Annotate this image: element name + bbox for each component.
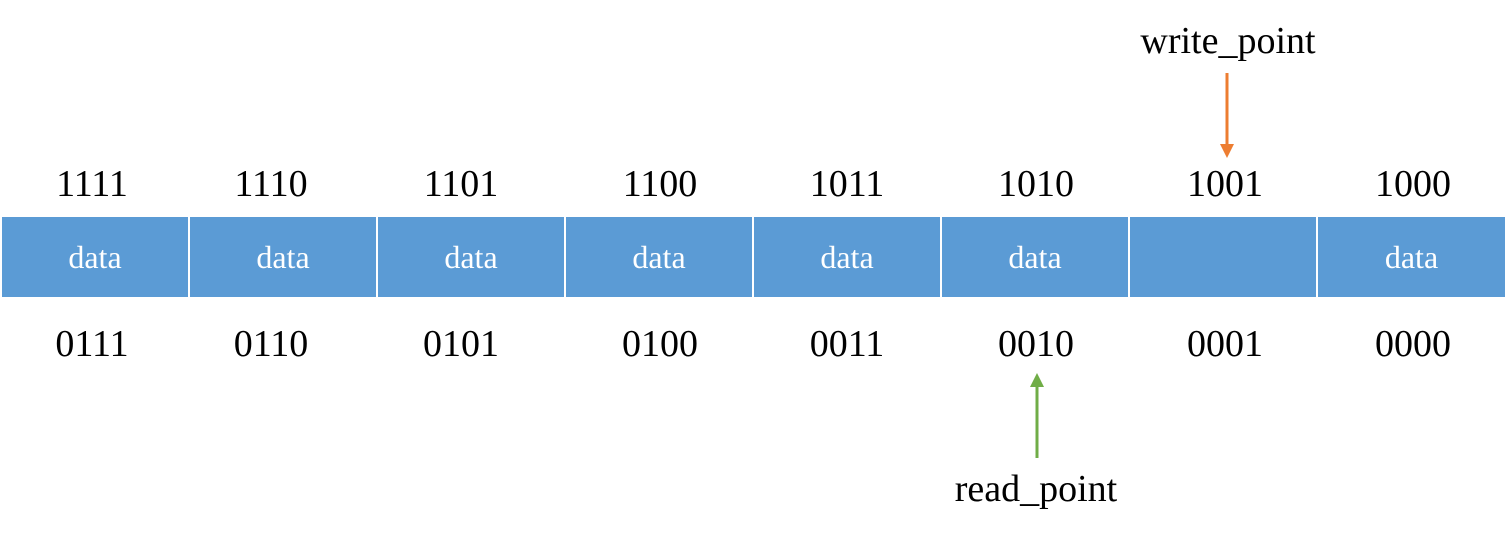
lower-address-4: 0011 (809, 323, 885, 365)
upper-address-row: 1111 1110 1101 1100 1011 1010 1001 1000 (0, 162, 1509, 206)
buffer-cell-0: data (2, 217, 188, 297)
lower-address-5: 0010 (998, 323, 1074, 365)
upper-address-1: 1110 (234, 163, 308, 205)
buffer-cell-7: data (1318, 217, 1505, 297)
upper-address-7: 1000 (1375, 163, 1451, 205)
upper-address-2: 1101 (423, 163, 499, 205)
lower-address-1: 0110 (233, 323, 309, 365)
upper-address-6: 1001 (1187, 163, 1263, 205)
lower-address-2: 0101 (423, 323, 499, 365)
lower-address-row: 0111 0110 0101 0100 0011 0010 0001 0000 (0, 322, 1509, 366)
buffer-strip: data data data data data data data (2, 217, 1507, 297)
buffer-cell-1: data (190, 217, 376, 297)
upper-address-5: 1010 (998, 163, 1074, 205)
buffer-cell-4: data (754, 217, 940, 297)
read-point-arrow (1030, 373, 1044, 458)
lower-address-6: 0001 (1187, 323, 1263, 365)
lower-address-3: 0100 (622, 323, 698, 365)
upper-address-3: 1100 (622, 163, 698, 205)
buffer-cell-5: data (942, 217, 1128, 297)
buffer-cell-3: data (566, 217, 752, 297)
read-point-label: read_point (954, 468, 1118, 510)
write-point-label: write_point (1140, 20, 1316, 62)
write-point-arrow (1220, 73, 1234, 158)
upper-address-0: 1111 (56, 163, 128, 205)
lower-address-7: 0000 (1375, 323, 1451, 365)
upper-address-4: 1011 (809, 163, 885, 205)
buffer-cell-2: data (378, 217, 564, 297)
buffer-cell-6 (1130, 217, 1316, 297)
lower-address-0: 0111 (55, 323, 129, 365)
